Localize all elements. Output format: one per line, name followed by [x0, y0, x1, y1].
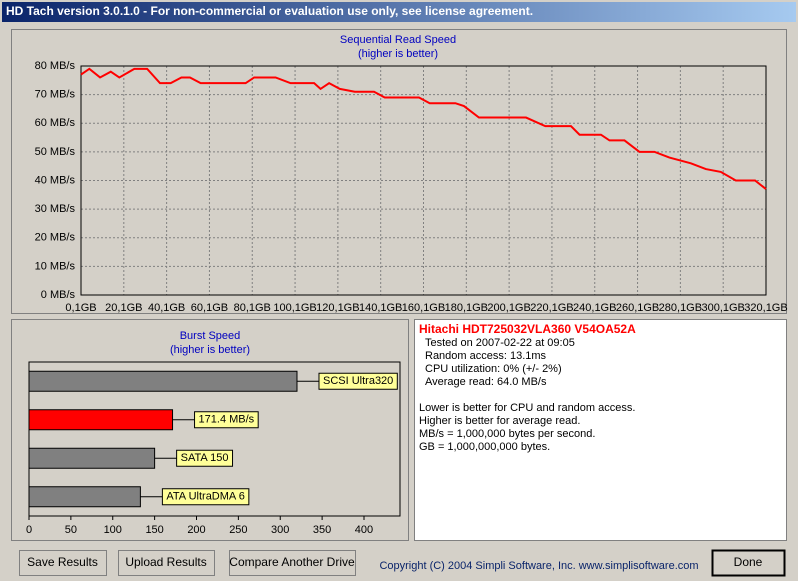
chart-subtitle: (higher is better)	[170, 344, 250, 356]
x-tick-label: 320,1GB	[744, 302, 787, 314]
bar-label-box	[176, 449, 234, 467]
button[interactable]	[711, 549, 786, 577]
button-label[interactable]: Compare Another Drive	[229, 555, 355, 569]
plot-border	[28, 361, 401, 517]
bar-label: 171.4 MB/s	[199, 414, 255, 426]
x-tick-label: 100	[104, 524, 122, 536]
title-bar	[2, 2, 796, 22]
chart-title: Sequential Read Speed	[340, 34, 456, 46]
y-tick-label: 20 MB/s	[35, 232, 76, 244]
x-tick-label: 160,1GB	[402, 302, 445, 314]
x-tick-label: 240,1GB	[573, 302, 616, 314]
chart-subtitle: (higher is better)	[358, 48, 438, 60]
window-title: HD Tach version 3.0.1.0 - For non-commer…	[6, 4, 533, 18]
y-tick-label: 10 MB/s	[35, 260, 76, 272]
x-tick-label: 250	[229, 524, 247, 536]
info-line: Random access: 13.1ms	[425, 350, 547, 362]
x-tick-label: 100,1GB	[273, 302, 316, 314]
x-tick-label: 260,1GB	[616, 302, 659, 314]
x-tick-label: 60,1GB	[191, 302, 228, 314]
x-tick-label: 0,1GB	[65, 302, 96, 314]
x-tick-label: 20,1GB	[105, 302, 142, 314]
info-note: Higher is better for average read.	[419, 415, 580, 427]
info-line: CPU utilization: 0% (+/- 2%)	[425, 363, 562, 375]
chart-title: Burst Speed	[180, 330, 241, 342]
x-tick-label: 300	[271, 524, 289, 536]
x-tick-label: 400	[355, 524, 373, 536]
y-tick-label: 50 MB/s	[35, 146, 76, 158]
bar	[28, 409, 174, 431]
button[interactable]	[229, 550, 356, 576]
y-tick-label: 40 MB/s	[35, 174, 76, 186]
bar-label-box	[318, 372, 398, 390]
x-tick-label: 150	[145, 524, 163, 536]
info-line: Tested on 2007-02-22 at 09:05	[425, 337, 575, 349]
button-label[interactable]: Save Results	[27, 555, 98, 569]
bar	[28, 447, 156, 469]
x-tick-label: 140,1GB	[359, 302, 402, 314]
button[interactable]	[118, 550, 215, 576]
x-tick-label: 200	[187, 524, 205, 536]
bar-label: ATA UltraDMA 6	[166, 491, 244, 503]
bar-label: SATA 150	[181, 452, 229, 464]
info-note: Lower is better for CPU and random acces…	[419, 402, 635, 414]
x-tick-label: 120,1GB	[316, 302, 359, 314]
copyright: Copyright (C) 2004 Simpli Software, Inc.…	[379, 560, 698, 572]
button-label[interactable]: Upload Results	[125, 555, 206, 569]
y-tick-label: 70 MB/s	[35, 89, 76, 101]
drive-name: Hitachi HDT725032VLA360 V54OA52A	[419, 322, 636, 336]
y-tick-label: 30 MB/s	[35, 203, 76, 215]
button-label[interactable]: Done	[734, 555, 763, 569]
x-tick-label: 80,1GB	[234, 302, 271, 314]
info-line: Average read: 64.0 MB/s	[425, 376, 547, 388]
x-tick-label: 220,1GB	[530, 302, 573, 314]
x-tick-label: 300,1GB	[701, 302, 744, 314]
x-tick-label: 280,1GB	[659, 302, 702, 314]
y-tick-label: 0 MB/s	[41, 289, 76, 301]
bar	[28, 370, 298, 392]
x-tick-label: 0	[26, 524, 32, 536]
x-tick-label: 350	[313, 524, 331, 536]
y-tick-label: 80 MB/s	[35, 60, 76, 72]
x-tick-label: 50	[65, 524, 77, 536]
info-panel	[414, 319, 787, 541]
read-line	[80, 67, 767, 190]
x-tick-label: 180,1GB	[445, 302, 488, 314]
info-note: GB = 1,000,000,000 bytes.	[419, 441, 550, 453]
y-tick-label: 60 MB/s	[35, 117, 76, 129]
bar-label-box	[161, 488, 250, 506]
x-tick-label: 40,1GB	[148, 302, 185, 314]
x-tick-label: 200,1GB	[487, 302, 530, 314]
bar-label-box	[194, 411, 259, 429]
button[interactable]	[19, 550, 107, 576]
bar	[28, 486, 141, 508]
bar-label: SCSI Ultra320	[323, 375, 393, 387]
info-note: MB/s = 1,000,000 bytes per second.	[419, 428, 595, 440]
plot-border	[80, 65, 767, 296]
